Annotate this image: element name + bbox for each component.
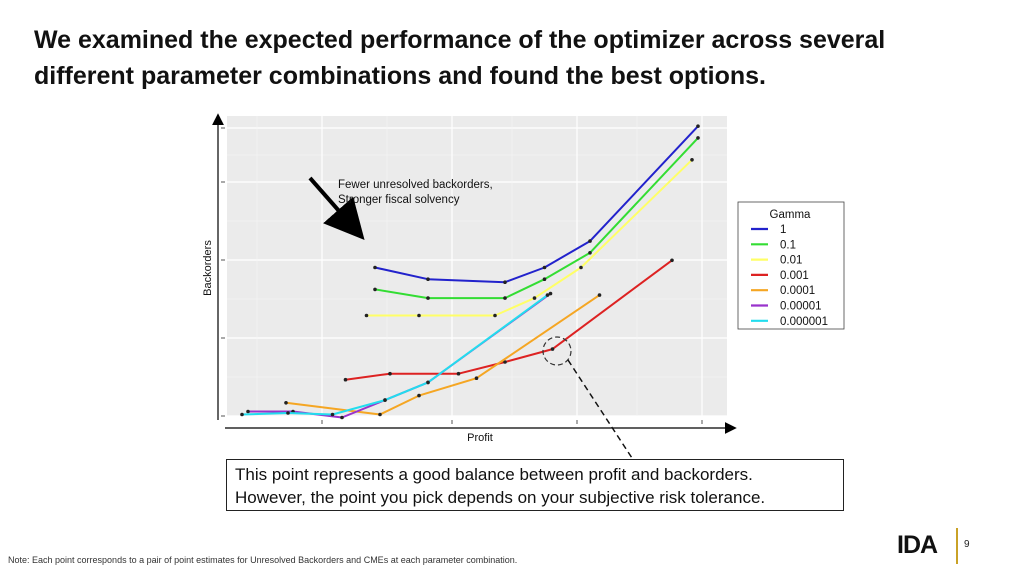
data-point-1-3 <box>542 277 547 282</box>
data-point-0-2 <box>503 280 507 285</box>
footnote: Note: Each point corresponds to a pair o… <box>8 555 518 565</box>
y-ticks <box>221 127 225 417</box>
data-point-1-1 <box>426 296 430 300</box>
data-point-6-5 <box>545 293 550 297</box>
legend-label-4: 0.0001 <box>780 285 815 297</box>
data-point-3-1 <box>388 371 392 376</box>
legend-item-2: 0.01 <box>751 255 802 267</box>
series-0 <box>373 124 700 285</box>
y-axis-label: Backorders <box>202 240 214 296</box>
annotation-text-line-1: Fewer unresolved backorders, <box>338 179 493 191</box>
title-line-2: different parameter combinations and fou… <box>34 62 766 90</box>
data-point-3-4 <box>550 347 555 351</box>
data-point-4-2 <box>417 393 421 398</box>
legend-item-6: 0.000001 <box>751 316 828 328</box>
data-point-1-0 <box>373 287 377 292</box>
legend-label-1: 0.1 <box>780 239 796 251</box>
data-point-1-4 <box>588 251 592 255</box>
legend-label-2: 0.01 <box>780 255 802 267</box>
series-3 <box>343 258 674 382</box>
data-point-3-0 <box>343 377 348 382</box>
series-1 <box>373 136 700 300</box>
annotation-arrow <box>308 176 365 241</box>
data-point-2-3 <box>532 296 537 300</box>
data-point-0-4 <box>588 239 592 243</box>
callout-line-1: This point represents a good balance bet… <box>235 465 753 484</box>
series-line-3 <box>345 259 673 381</box>
callout-box: This point represents a good balance bet… <box>226 459 844 511</box>
data-point-3-3 <box>503 360 507 364</box>
series-line-0 <box>374 125 699 284</box>
x-axis-label: Profit <box>467 432 493 444</box>
data-point-4-1 <box>378 412 382 417</box>
data-point-6-2 <box>330 412 335 417</box>
legend-item-4: 0.0001 <box>751 285 815 297</box>
data-point-6-3 <box>383 398 387 402</box>
data-point-6-4 <box>426 380 430 385</box>
data-point-5-5 <box>548 291 553 296</box>
legend-label-3: 0.001 <box>780 270 809 282</box>
data-point-2-4 <box>579 265 583 270</box>
data-point-3-5 <box>670 258 674 263</box>
legend-item-1: 0.1 <box>751 239 796 251</box>
data-point-4-3 <box>474 376 479 381</box>
title-line-1: We examined the expected performance of … <box>34 26 886 54</box>
data-point-0-1 <box>426 277 430 282</box>
series-line-2 <box>366 159 693 317</box>
x-ticks <box>321 420 703 424</box>
data-point-2-2 <box>493 313 497 318</box>
data-point-5-2 <box>340 415 344 420</box>
data-point-0-0 <box>373 265 377 270</box>
legend-item-3: 0.001 <box>751 270 809 282</box>
legend-label-6: 0.000001 <box>780 316 828 328</box>
data-point-2-1 <box>417 313 421 318</box>
data-point-2-0 <box>364 313 369 318</box>
data-point-0-3 <box>542 265 547 270</box>
data-point-5-0 <box>246 409 250 414</box>
gridlines <box>227 116 727 417</box>
ida-logo: IDA <box>897 531 938 559</box>
annotation-text-line-2: Stronger fiscal solvency <box>338 194 460 206</box>
data-point-4-4 <box>597 293 602 297</box>
legend-title: Gamma <box>770 209 812 221</box>
series-line-1 <box>374 137 699 300</box>
plot-panel <box>227 116 727 416</box>
data-point-0-5 <box>696 124 700 128</box>
legend-item-5: 0.00001 <box>751 301 822 313</box>
series-layer <box>240 124 700 420</box>
series-2 <box>364 158 694 318</box>
slide-title: We examined the expected performance of … <box>34 22 994 94</box>
data-point-2-5 <box>690 158 694 162</box>
legend-box <box>737 201 845 330</box>
series-6 <box>240 293 550 417</box>
series-line-6 <box>241 294 549 416</box>
data-point-1-2 <box>503 296 507 300</box>
legend: Gamma 1 0.1 0.01 0.001 0.0001 0.00001 0.000001 <box>737 201 845 330</box>
data-point-6-0 <box>240 412 244 417</box>
data-point-3-2 <box>456 371 461 376</box>
legend-items: 1 0.1 0.01 0.001 0.0001 0.00001 0.000001 <box>751 224 828 328</box>
legend-label-5: 0.00001 <box>780 301 822 313</box>
data-point-4-0 <box>284 401 288 405</box>
data-point-6-1 <box>286 411 290 415</box>
legend-item-0: 1 <box>751 224 786 236</box>
highlight-circle <box>542 336 572 366</box>
legend-label-0: 1 <box>780 224 786 236</box>
callout-line-2: However, the point you pick depends on y… <box>235 488 766 507</box>
data-point-1-5 <box>696 136 700 140</box>
logo-divider <box>956 528 958 564</box>
page-number: 9 <box>964 539 970 550</box>
